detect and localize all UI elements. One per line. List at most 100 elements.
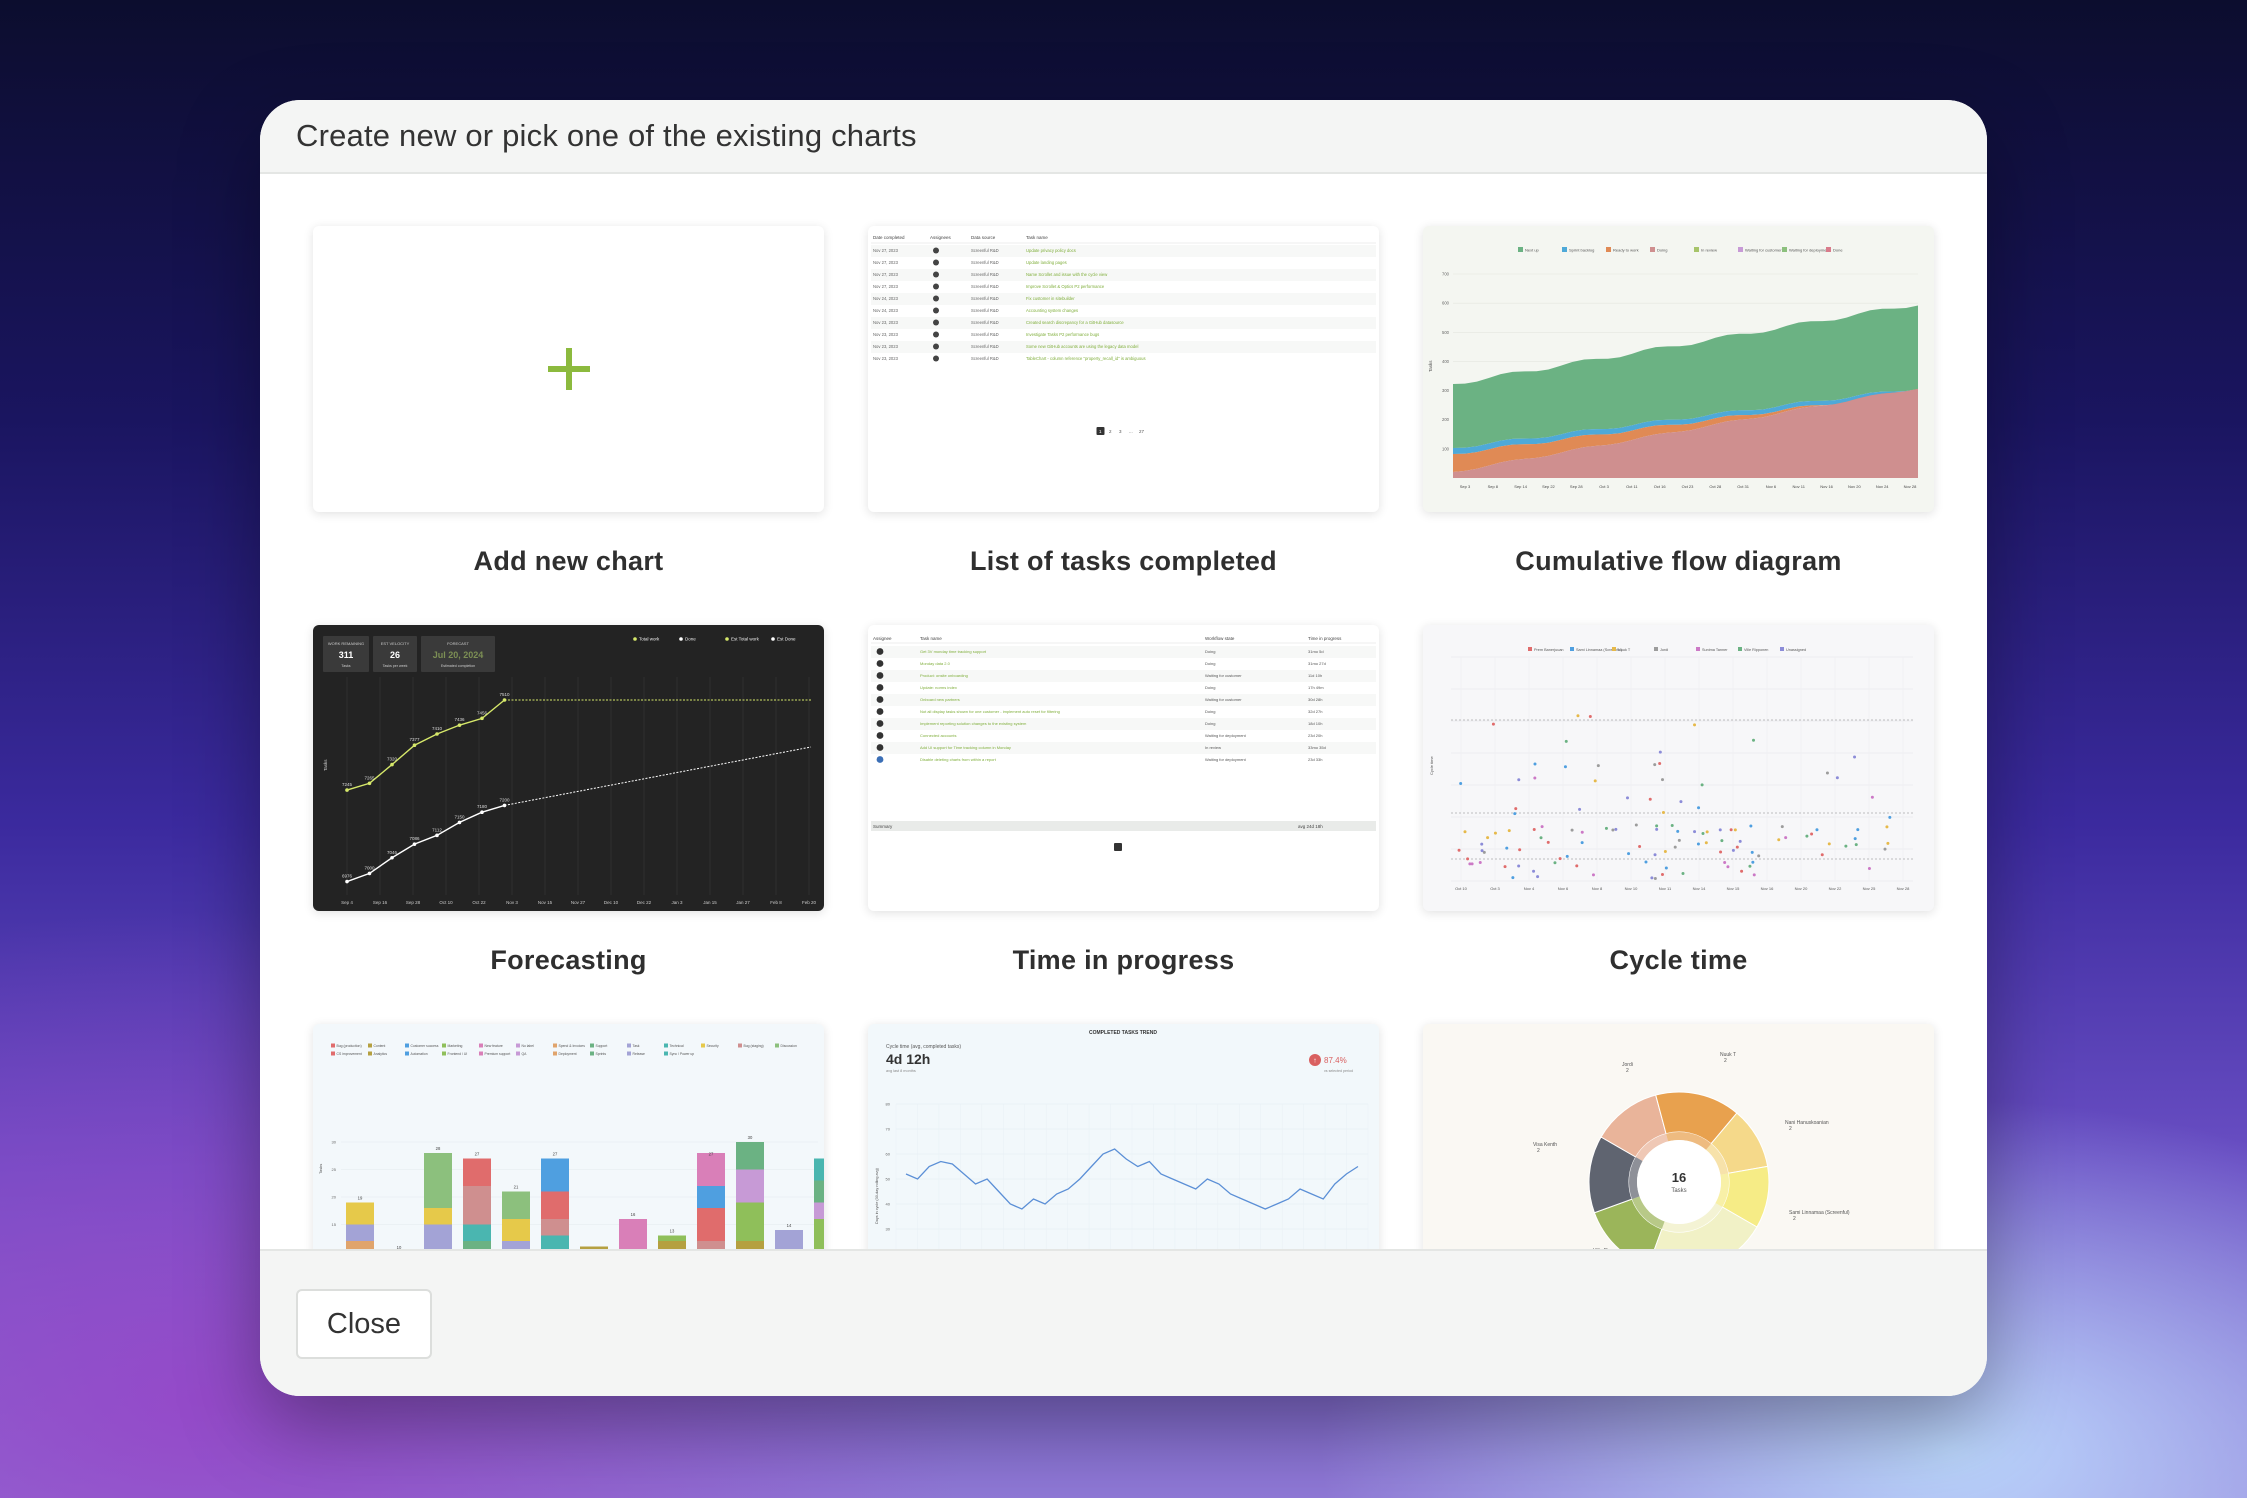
table-header: Time in progress [1308, 636, 1342, 641]
task-link: Some new GitHub accounts are using the l… [1026, 344, 1138, 349]
source-cell: Screenful R&D [971, 320, 999, 325]
forecasting-thumbnail[interactable]: WORK REMAINING 311 Tasks EST VELOCITY 26 Task… [313, 625, 824, 911]
legend-swatch [405, 1051, 409, 1056]
trend-change: 87.4% [1324, 1056, 1347, 1065]
avatar [876, 684, 884, 691]
close-button[interactable]: Close [296, 1289, 432, 1359]
stat-box [421, 636, 495, 672]
completed-trend-thumbnail[interactable]: COMPLETED TASKS TREND Cycle time (avg, co… [868, 1024, 1379, 1251]
x-tick: Nov 4 [1524, 886, 1535, 891]
stacked-bar-card[interactable]: Bug (production) Content Customer success M… [313, 1024, 824, 1251]
data-point [1856, 828, 1860, 832]
add-new-chart-card[interactable]: Add new chart [313, 226, 824, 625]
total-label: 7410 [432, 726, 443, 731]
y-tick: 200 [1442, 417, 1450, 422]
row-bg [871, 293, 1376, 305]
data-point [1532, 827, 1536, 831]
summary-row [871, 821, 1376, 831]
add-new-chart-thumbnail[interactable] [313, 226, 824, 512]
chart-gallery[interactable]: Add new chart Date completed Assignees Dat… [260, 174, 1987, 1251]
x-tick: Nov 16 [1761, 886, 1774, 891]
task-link: Not all display tasks shown for one cust… [920, 709, 1060, 714]
completed-trend-card[interactable]: COMPLETED TASKS TREND Cycle time (avg, co… [868, 1024, 1379, 1251]
done-point [480, 810, 484, 814]
total-label: 7377 [409, 737, 420, 742]
data-point [1750, 850, 1754, 854]
bar-total-label: 27 [709, 1152, 714, 1157]
time-cell: 17h 49m [1308, 685, 1324, 690]
stacked-bar-thumbnail[interactable]: Bug (production) Content Customer success M… [313, 1024, 824, 1251]
data-point [1493, 831, 1497, 835]
legend-label: No label [522, 1044, 535, 1048]
donut-center-label: Tasks [1671, 1188, 1686, 1194]
x-tick: Oct 31 [1737, 484, 1750, 489]
legend-swatch [368, 1051, 372, 1056]
x-tick: Jan 27 [736, 900, 750, 905]
data-point [1480, 842, 1484, 846]
legend-swatch [1782, 247, 1787, 252]
data-point [1565, 854, 1569, 858]
time-cell: 18d 10h [1308, 721, 1322, 726]
x-tick: Nov 8 [1592, 886, 1603, 891]
x-tick: Sep 16 [373, 900, 388, 905]
x-tick: Oct 3 [1599, 484, 1609, 489]
dialog-title: Create new or pick one of the existing c… [296, 118, 917, 153]
y-tick: 80 [886, 1102, 891, 1107]
total-point [502, 698, 507, 702]
data-point [1658, 762, 1662, 766]
data-point [1780, 825, 1784, 829]
bar-segment [814, 1180, 824, 1203]
legend-swatch [775, 1043, 779, 1048]
legend-label: Waiting for deployment [1789, 248, 1831, 253]
x-tick: Oct 28 [1709, 484, 1722, 489]
task-link: Fix customer in sitebuilder [1026, 296, 1075, 301]
data-point [1491, 722, 1495, 726]
bar-segment [736, 1241, 764, 1251]
legend-label: Sami Linnamaa (Screenful) [1576, 648, 1623, 652]
tasks-completed-card[interactable]: Date completed Assignees Data source Task n… [868, 226, 1379, 625]
bar-segment [463, 1158, 491, 1186]
data-point [1784, 836, 1788, 840]
cumulative-flow-thumbnail[interactable]: Next up Sprint backlog Ready to work Doing I… [1423, 226, 1934, 512]
bar-segment [502, 1191, 530, 1219]
date-cell: Nov 23, 2023 [873, 344, 899, 349]
bar-total-label: 13 [670, 1229, 675, 1234]
total-work-line [346, 699, 505, 791]
date-cell: Nov 27, 2023 [873, 272, 899, 277]
data-point [1518, 848, 1522, 852]
data-point [1729, 828, 1733, 832]
tasks-completed-thumbnail[interactable]: Date completed Assignees Data source Task n… [868, 226, 1379, 512]
x-tick: Feb 20 [802, 900, 817, 905]
legend-label: Waiting for customer [1745, 248, 1782, 253]
x-tick: Nov 25 [1863, 886, 1876, 891]
done-label: 7180 [477, 804, 488, 809]
stat-sub: Estimated completion [441, 664, 475, 668]
donut-card[interactable]: 16 Tasks Jordi 2 Nuuk T 2 Nani Hanuskoanian 2 Vi… [1423, 1024, 1934, 1251]
data-point [1580, 830, 1584, 834]
data-point [1653, 763, 1657, 767]
legend-label: Technical [670, 1044, 684, 1048]
cycle-time-thumbnail[interactable]: Prem Banerjuuan Sami Linnamaa (Screenful)… [1423, 625, 1934, 911]
time-in-progress-thumbnail[interactable]: Assignee Task name Workflow state Time in p… [868, 625, 1379, 911]
data-point [1505, 846, 1509, 850]
time-in-progress-card[interactable]: Assignee Task name Workflow state Time in p… [868, 625, 1379, 1024]
legend-swatch [1606, 247, 1611, 252]
trend-title: COMPLETED TASKS TREND [1089, 1030, 1157, 1036]
bar-segment [346, 1224, 374, 1241]
legend-dot [679, 637, 683, 641]
donut-label: Jordi [1622, 1062, 1633, 1068]
data-point [1663, 850, 1667, 854]
donut-thumbnail[interactable]: 16 Tasks Jordi 2 Nuuk T 2 Nani Hanuskoanian 2 Vi… [1423, 1024, 1934, 1251]
x-tick: Nov 11 [1793, 484, 1806, 489]
forecasting-card[interactable]: WORK REMAINING 311 Tasks EST VELOCITY 26 Task… [313, 625, 824, 1024]
data-point [1614, 827, 1618, 831]
data-point [1511, 876, 1515, 880]
legend-swatch [1780, 647, 1784, 651]
data-point [1611, 828, 1615, 832]
data-point [1546, 840, 1550, 844]
data-point [1733, 828, 1737, 832]
cycle-time-card[interactable]: Prem Banerjuuan Sami Linnamaa (Screenful)… [1423, 625, 1934, 1024]
legend-label: Jordi [1660, 648, 1668, 652]
cumulative-flow-card[interactable]: Next up Sprint backlog Ready to work Doing I… [1423, 226, 1934, 625]
